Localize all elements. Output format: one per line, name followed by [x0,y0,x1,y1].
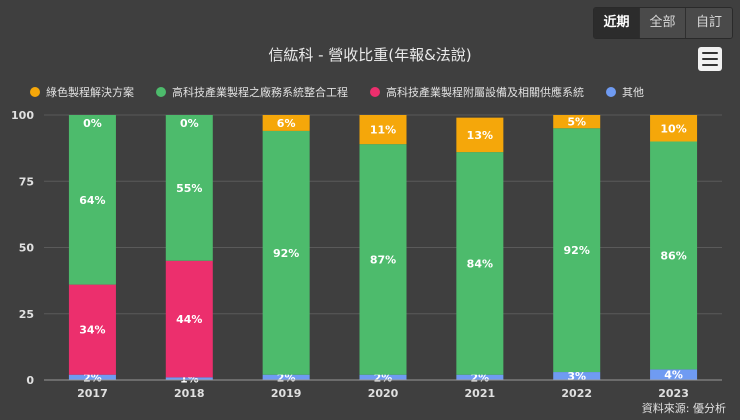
bar-segment[interactable] [165,377,213,380]
bar-segment[interactable] [165,115,213,261]
bar-segment[interactable] [68,284,116,375]
data-label: 64% [79,194,105,207]
bar-segment[interactable] [456,152,504,375]
bar-segment[interactable] [359,115,407,145]
data-label: 0% [83,117,102,130]
bar-segment[interactable] [456,117,504,153]
legend-label: 其他 [622,86,644,99]
bar-segment[interactable] [262,115,310,131]
bar-segment[interactable] [359,144,407,375]
bar-segment[interactable] [68,374,116,380]
legend-item-green-process[interactable]: 綠色製程解決方案 [30,84,134,100]
legend-dot-green [156,87,166,97]
bar-segment[interactable] [553,115,601,129]
legend-dot-orange [30,87,40,97]
y-tick-label: 100 [11,109,34,122]
bar-segment[interactable] [650,369,698,380]
data-label: 13% [467,129,493,142]
x-tick-label: 2019 [271,387,302,400]
legend-item-other[interactable]: 其他 [606,84,644,100]
legend: 綠色製程解決方案 高科技產業製程之廠務系統整合工程 高科技產業製程附屬設備及相關… [30,84,666,100]
y-tick-label: 75 [19,175,34,188]
x-tick-label: 2020 [368,387,399,400]
legend-dot-pink [370,87,380,97]
data-label: 55% [176,182,202,195]
data-label: 84% [467,257,493,270]
bar-segment[interactable] [456,374,504,380]
bar-segment[interactable] [262,130,310,375]
range-selector: 近期 全部 自訂 [593,7,733,39]
range-recent-button[interactable]: 近期 [594,8,640,38]
data-label: 86% [660,249,686,262]
legend-item-auxiliary-equipment[interactable]: 高科技產業製程附屬設備及相關供應系統 [370,84,584,100]
bar-segment[interactable] [650,115,698,142]
bar-segment[interactable] [359,374,407,380]
y-tick-label: 0 [26,374,34,387]
legend-label: 高科技產業製程附屬設備及相關供應系統 [386,86,584,99]
legend-label: 綠色製程解決方案 [46,86,134,99]
bar-segment[interactable] [553,372,601,380]
bar-segment[interactable] [650,141,698,370]
bar-segment[interactable] [262,374,310,380]
credits[interactable]: 資料來源: 優分析 [641,402,726,415]
x-tick-label: 2023 [658,387,689,400]
data-label: 0% [180,117,199,130]
data-label: 4% [664,369,683,382]
data-label: 87% [370,253,396,266]
bar-segment[interactable] [165,260,213,378]
data-label: 92% [273,247,299,260]
legend-dot-blue [606,87,616,97]
bar-segment[interactable] [553,128,601,373]
data-label: 6% [277,117,296,130]
x-tick-label: 2021 [465,387,496,400]
data-label: 44% [176,313,202,326]
chart-title: 信紘科 - 營收比重(年報&法說) [268,46,472,64]
range-all-button[interactable]: 全部 [640,8,686,38]
bar-segment[interactable] [68,115,116,285]
y-tick-label: 50 [19,242,35,255]
legend-label: 高科技產業製程之廠務系統整合工程 [172,86,348,99]
x-tick-label: 2018 [174,387,205,400]
y-tick-label: 25 [19,308,34,321]
range-custom-button[interactable]: 自訂 [686,8,732,38]
data-label: 92% [564,244,590,257]
legend-item-facility-integration[interactable]: 高科技產業製程之廠務系統整合工程 [156,84,348,100]
x-tick-label: 2017 [77,387,108,400]
hamburger-menu-icon[interactable] [698,47,722,71]
data-label: 34% [79,324,105,337]
data-label: 11% [370,124,396,137]
data-label: 10% [660,122,686,135]
data-label: 5% [567,116,586,129]
x-tick-label: 2022 [561,387,592,400]
